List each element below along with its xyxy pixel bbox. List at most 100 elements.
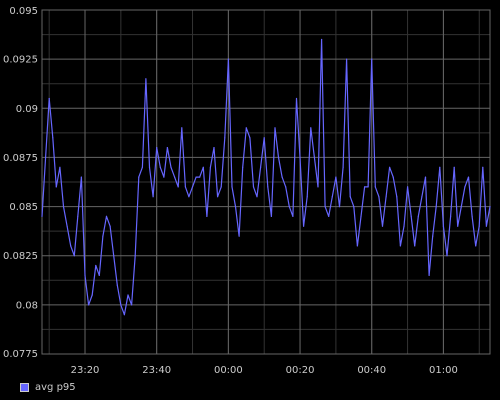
data-point (417, 215, 419, 217)
data-point (62, 206, 65, 208)
data-point (299, 156, 301, 158)
data-point (353, 206, 355, 208)
data-point (360, 215, 362, 217)
data-point (303, 225, 305, 227)
data-point (292, 215, 294, 217)
series-layer (41, 38, 491, 316)
data-point (41, 215, 43, 217)
data-point (141, 166, 143, 168)
data-point (277, 156, 280, 158)
data-point (424, 176, 427, 178)
data-point (335, 176, 337, 178)
data-point (113, 255, 115, 257)
data-point (310, 127, 312, 129)
data-point (102, 235, 104, 237)
data-point (116, 284, 118, 286)
data-point (88, 304, 90, 306)
data-point (331, 196, 333, 198)
data-point (220, 186, 222, 188)
data-point (285, 186, 287, 188)
data-point (367, 186, 369, 188)
data-point (224, 137, 226, 139)
data-point (414, 245, 416, 247)
data-point (217, 196, 219, 198)
data-point (234, 206, 237, 208)
data-point (80, 176, 82, 178)
data-point (328, 215, 330, 217)
data-point (152, 196, 154, 198)
data-point (467, 176, 470, 178)
data-point (263, 137, 265, 139)
data-point (227, 58, 229, 60)
data-point (109, 225, 111, 227)
data-point (59, 166, 61, 168)
data-point (245, 127, 247, 129)
data-point (399, 245, 401, 247)
x-tick-label: 00:20 (286, 365, 315, 376)
data-point (270, 215, 272, 217)
data-point (389, 166, 391, 168)
data-point (374, 186, 376, 188)
data-point (342, 166, 344, 168)
data-point (242, 166, 244, 168)
data-point (166, 147, 168, 149)
data-point (138, 176, 140, 178)
data-point (202, 166, 204, 168)
data-point (156, 147, 158, 149)
data-point (181, 127, 183, 129)
data-point (52, 137, 54, 139)
data-point (174, 176, 176, 178)
data-point (145, 78, 147, 80)
data-point (267, 186, 269, 188)
data-point (73, 255, 75, 257)
legend-label-avg-p95: avg p95 (35, 381, 76, 393)
data-point (199, 176, 201, 178)
data-point (338, 206, 341, 208)
data-point (131, 304, 133, 306)
data-point (188, 196, 190, 198)
data-point (127, 294, 129, 296)
data-point (421, 196, 423, 198)
y-tick-label: 0.095 (9, 6, 38, 17)
data-point (134, 255, 136, 257)
data-point (295, 97, 298, 100)
data-point (206, 215, 208, 217)
data-point (346, 58, 348, 60)
data-point (256, 196, 258, 198)
data-point (48, 97, 50, 100)
data-point (195, 176, 197, 178)
data-point (450, 215, 452, 217)
data-point (84, 274, 86, 276)
data-point (177, 186, 179, 188)
data-point (410, 215, 412, 217)
y-tick-label: 0.0925 (3, 55, 38, 66)
data-point (66, 225, 68, 227)
data-point (478, 225, 480, 227)
y-tick-label: 0.0775 (3, 349, 38, 360)
data-point (432, 235, 434, 237)
data-point (98, 274, 100, 276)
data-point (288, 206, 290, 208)
data-point (378, 196, 380, 198)
data-point (170, 166, 172, 168)
data-point (381, 225, 384, 227)
axis-layer (41, 9, 491, 355)
data-point (439, 166, 441, 168)
data-point (213, 147, 215, 149)
y-tick-label: 0.09 (16, 104, 38, 115)
legend-swatch-avg-p95 (20, 382, 29, 392)
data-point (70, 245, 72, 247)
data-point (385, 196, 387, 198)
data-point (453, 166, 455, 168)
y-tick-label: 0.08 (16, 300, 38, 311)
data-point (403, 225, 405, 227)
data-point (148, 166, 151, 168)
data-point (77, 215, 79, 217)
data-point (464, 186, 466, 188)
data-point (105, 215, 108, 217)
series-line-avg-p95 (41, 38, 491, 316)
data-point (407, 186, 409, 188)
data-point (428, 274, 430, 276)
